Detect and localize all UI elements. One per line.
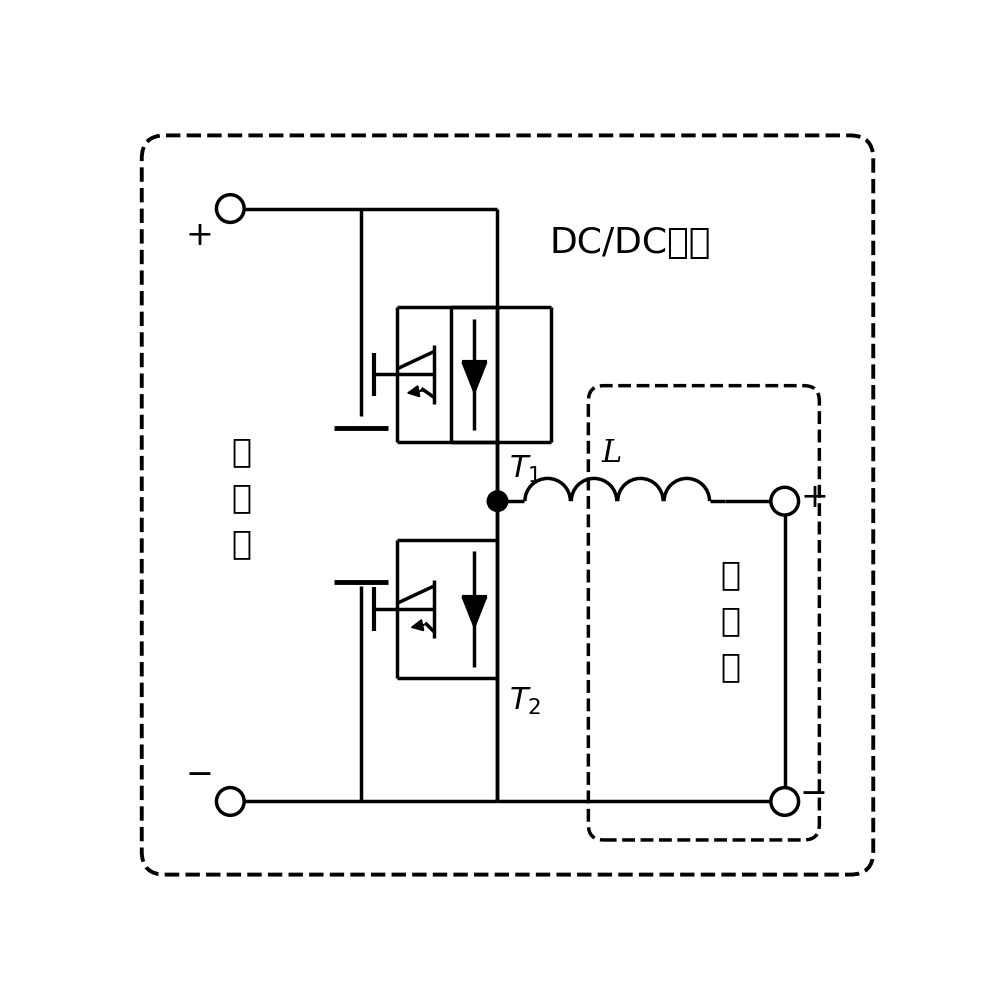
Text: +: + [800,481,827,514]
FancyBboxPatch shape [142,135,873,875]
Text: 低
压
侧: 低 压 侧 [720,558,741,683]
Circle shape [489,492,506,510]
Polygon shape [462,362,487,394]
Text: −: − [800,777,827,810]
FancyBboxPatch shape [589,386,820,840]
Text: L: L [602,438,621,469]
Circle shape [216,195,244,222]
Text: DC/DC模块: DC/DC模块 [550,226,712,260]
Circle shape [771,487,799,515]
Text: 高
压
侧: 高 压 侧 [232,435,252,560]
Polygon shape [462,597,487,628]
Circle shape [771,788,799,815]
Text: +: + [185,219,213,252]
Circle shape [216,788,244,815]
Text: $T_1$: $T_1$ [509,453,541,485]
Text: −: − [185,758,213,791]
Text: $T_2$: $T_2$ [509,686,541,717]
